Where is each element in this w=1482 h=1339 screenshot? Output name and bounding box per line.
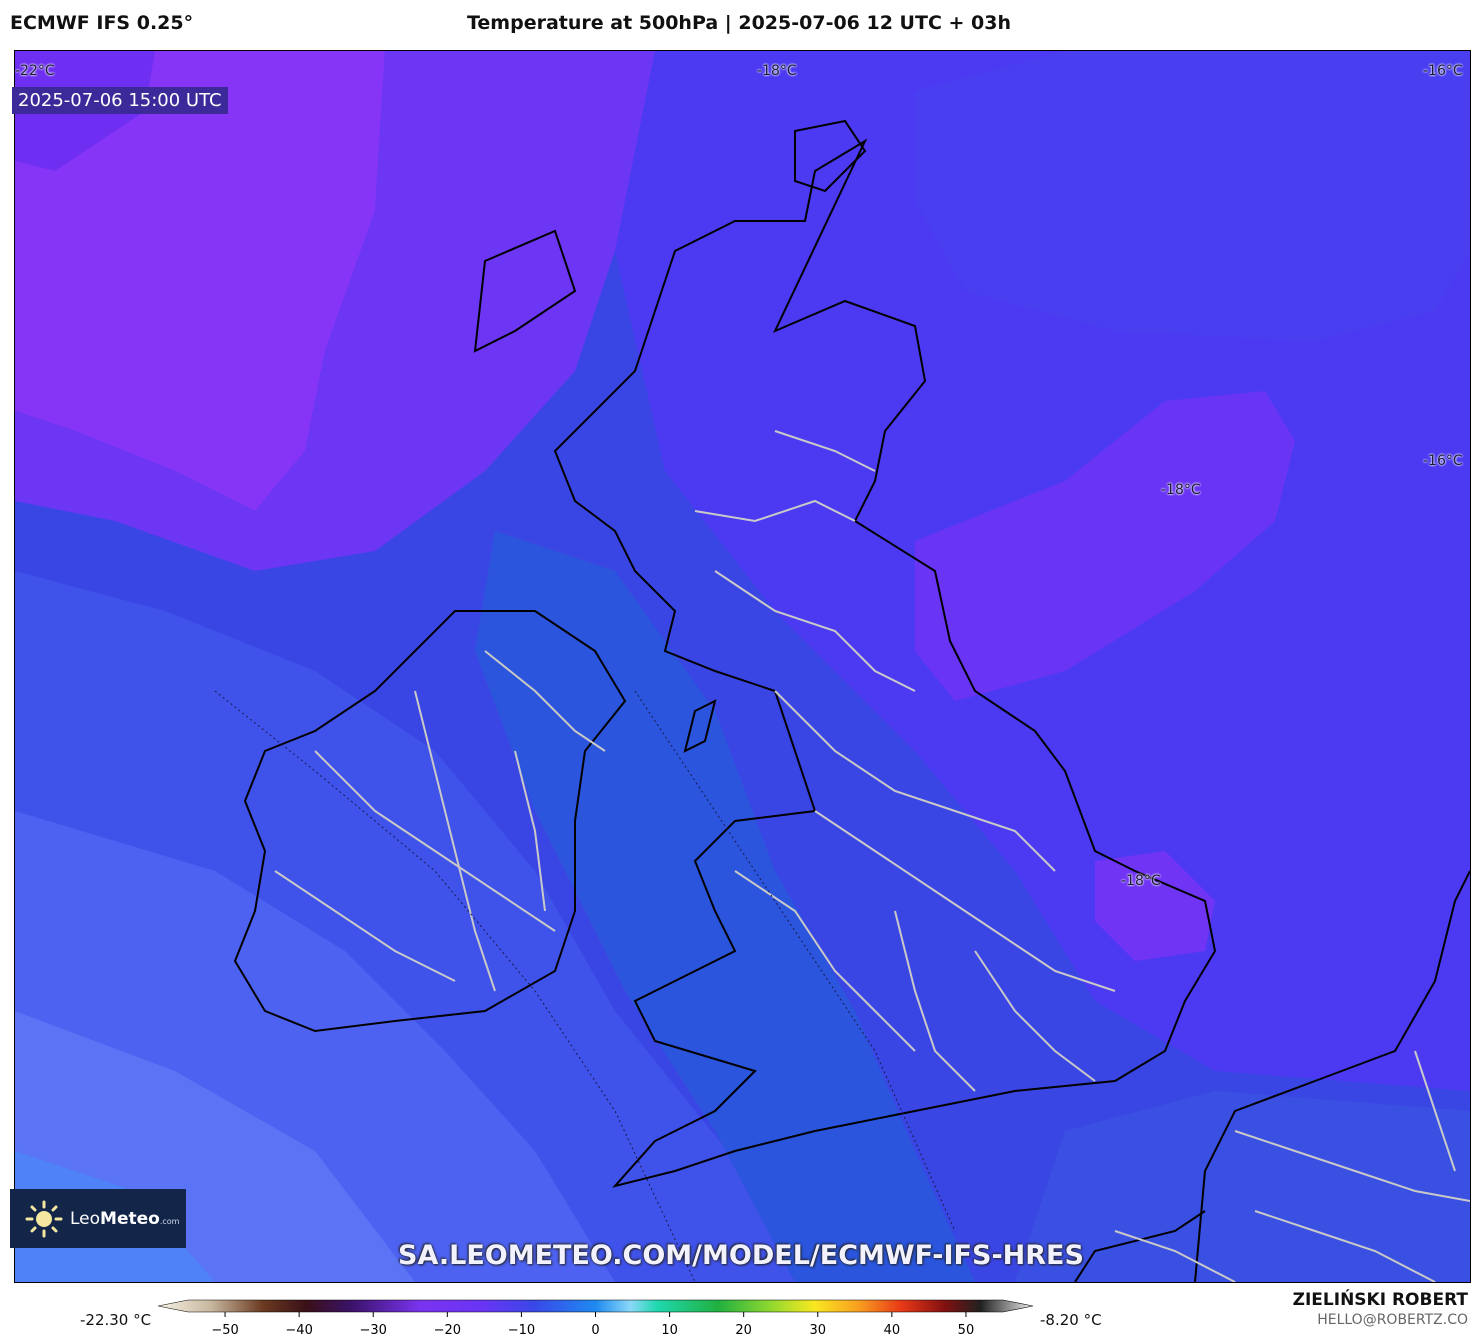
- isotherm-label: -18°C: [757, 63, 797, 79]
- isotherm-label: -16°C: [1423, 63, 1463, 79]
- author-email[interactable]: HELLO@ROBERTZ.CO: [1317, 1312, 1468, 1328]
- colorbar-tick-label: −10: [508, 1323, 535, 1338]
- orkney: [794, 119, 867, 193]
- map-canvas: [15, 51, 1470, 1282]
- colorbar: −50 −40 −30 −20 −10 0 10 20 30 40 50: [158, 1299, 1034, 1338]
- valid-time-badge: 2025-07-06 15:00 UTC: [12, 87, 228, 114]
- colorbar-ticks: −50 −40 −30 −20 −10 0 10 20 30 40 50: [211, 1312, 974, 1338]
- colorbar-tick-label: 50: [958, 1323, 975, 1338]
- outer-hebrides: [473, 229, 577, 353]
- colorbar-tick-label: −30: [360, 1323, 387, 1338]
- colorbar-tick-label: 10: [661, 1323, 678, 1338]
- admin-borders: [274, 430, 1470, 1282]
- colorbar-tick-label: 0: [591, 1323, 599, 1338]
- colorbar-min-label: -22.30 °C: [80, 1311, 152, 1329]
- isotherm-label: -18°C: [1161, 482, 1201, 498]
- band-purple: [15, 51, 655, 571]
- isle-of-man: [683, 699, 717, 753]
- isotherm-label: -22°C: [15, 63, 55, 79]
- colorbar-tick-label: −40: [285, 1323, 312, 1338]
- colorbar-gradient: [158, 1299, 1034, 1313]
- warm-blob-northsea: [915, 391, 1295, 701]
- author-credit: ZIELIŃSKI ROBERT HELLO@ROBERTZ.CO: [1293, 1290, 1468, 1328]
- isotherm-label: -16°C: [1423, 453, 1463, 469]
- isotherm-label: -18°C: [1121, 873, 1161, 889]
- band-se: [1015, 1091, 1470, 1282]
- colorbar-tick-label: 20: [735, 1323, 752, 1338]
- cold-core-nw: [15, 51, 385, 511]
- dotted-isotherm-2: [634, 690, 956, 1232]
- band-ne: [915, 51, 1470, 341]
- colorbar-tick-label: −50: [211, 1323, 238, 1338]
- colorbar-tick-label: 40: [884, 1323, 901, 1338]
- website-watermark: SA.LEOMETEO.COM/MODEL/ECMWF-IFS-HRES: [398, 1240, 1084, 1271]
- model-name: ECMWF IFS 0.25°: [10, 12, 194, 34]
- colorbar-max-label: -8.20 °C: [1040, 1311, 1102, 1329]
- coastline-gb: [553, 138, 1217, 1188]
- temperature-map[interactable]: -22°C -18°C -16°C -16°C -18°C -18°C: [14, 50, 1471, 1283]
- chart-title: Temperature at 500hPa | 2025-07-06 12 UT…: [466, 12, 1012, 34]
- warm-blob-anglia: [1095, 851, 1215, 961]
- dotted-isotherm: [214, 690, 696, 1282]
- sun-icon: [25, 1200, 63, 1237]
- leometeo-logo[interactable]: LeoMeteo.com: [10, 1189, 186, 1248]
- logo-wordmark: LeoMeteo.com: [70, 1208, 180, 1229]
- coastline-continent: [1194, 870, 1470, 1282]
- coastline-brittany: [1074, 1210, 1206, 1282]
- colorbar-tick-label: −20: [434, 1323, 461, 1338]
- colorbar-tick-label: 30: [809, 1323, 826, 1338]
- author-name: ZIELIŃSKI ROBERT: [1292, 1290, 1468, 1310]
- band-deep: [475, 531, 975, 1282]
- coastline-ireland: [233, 610, 627, 1033]
